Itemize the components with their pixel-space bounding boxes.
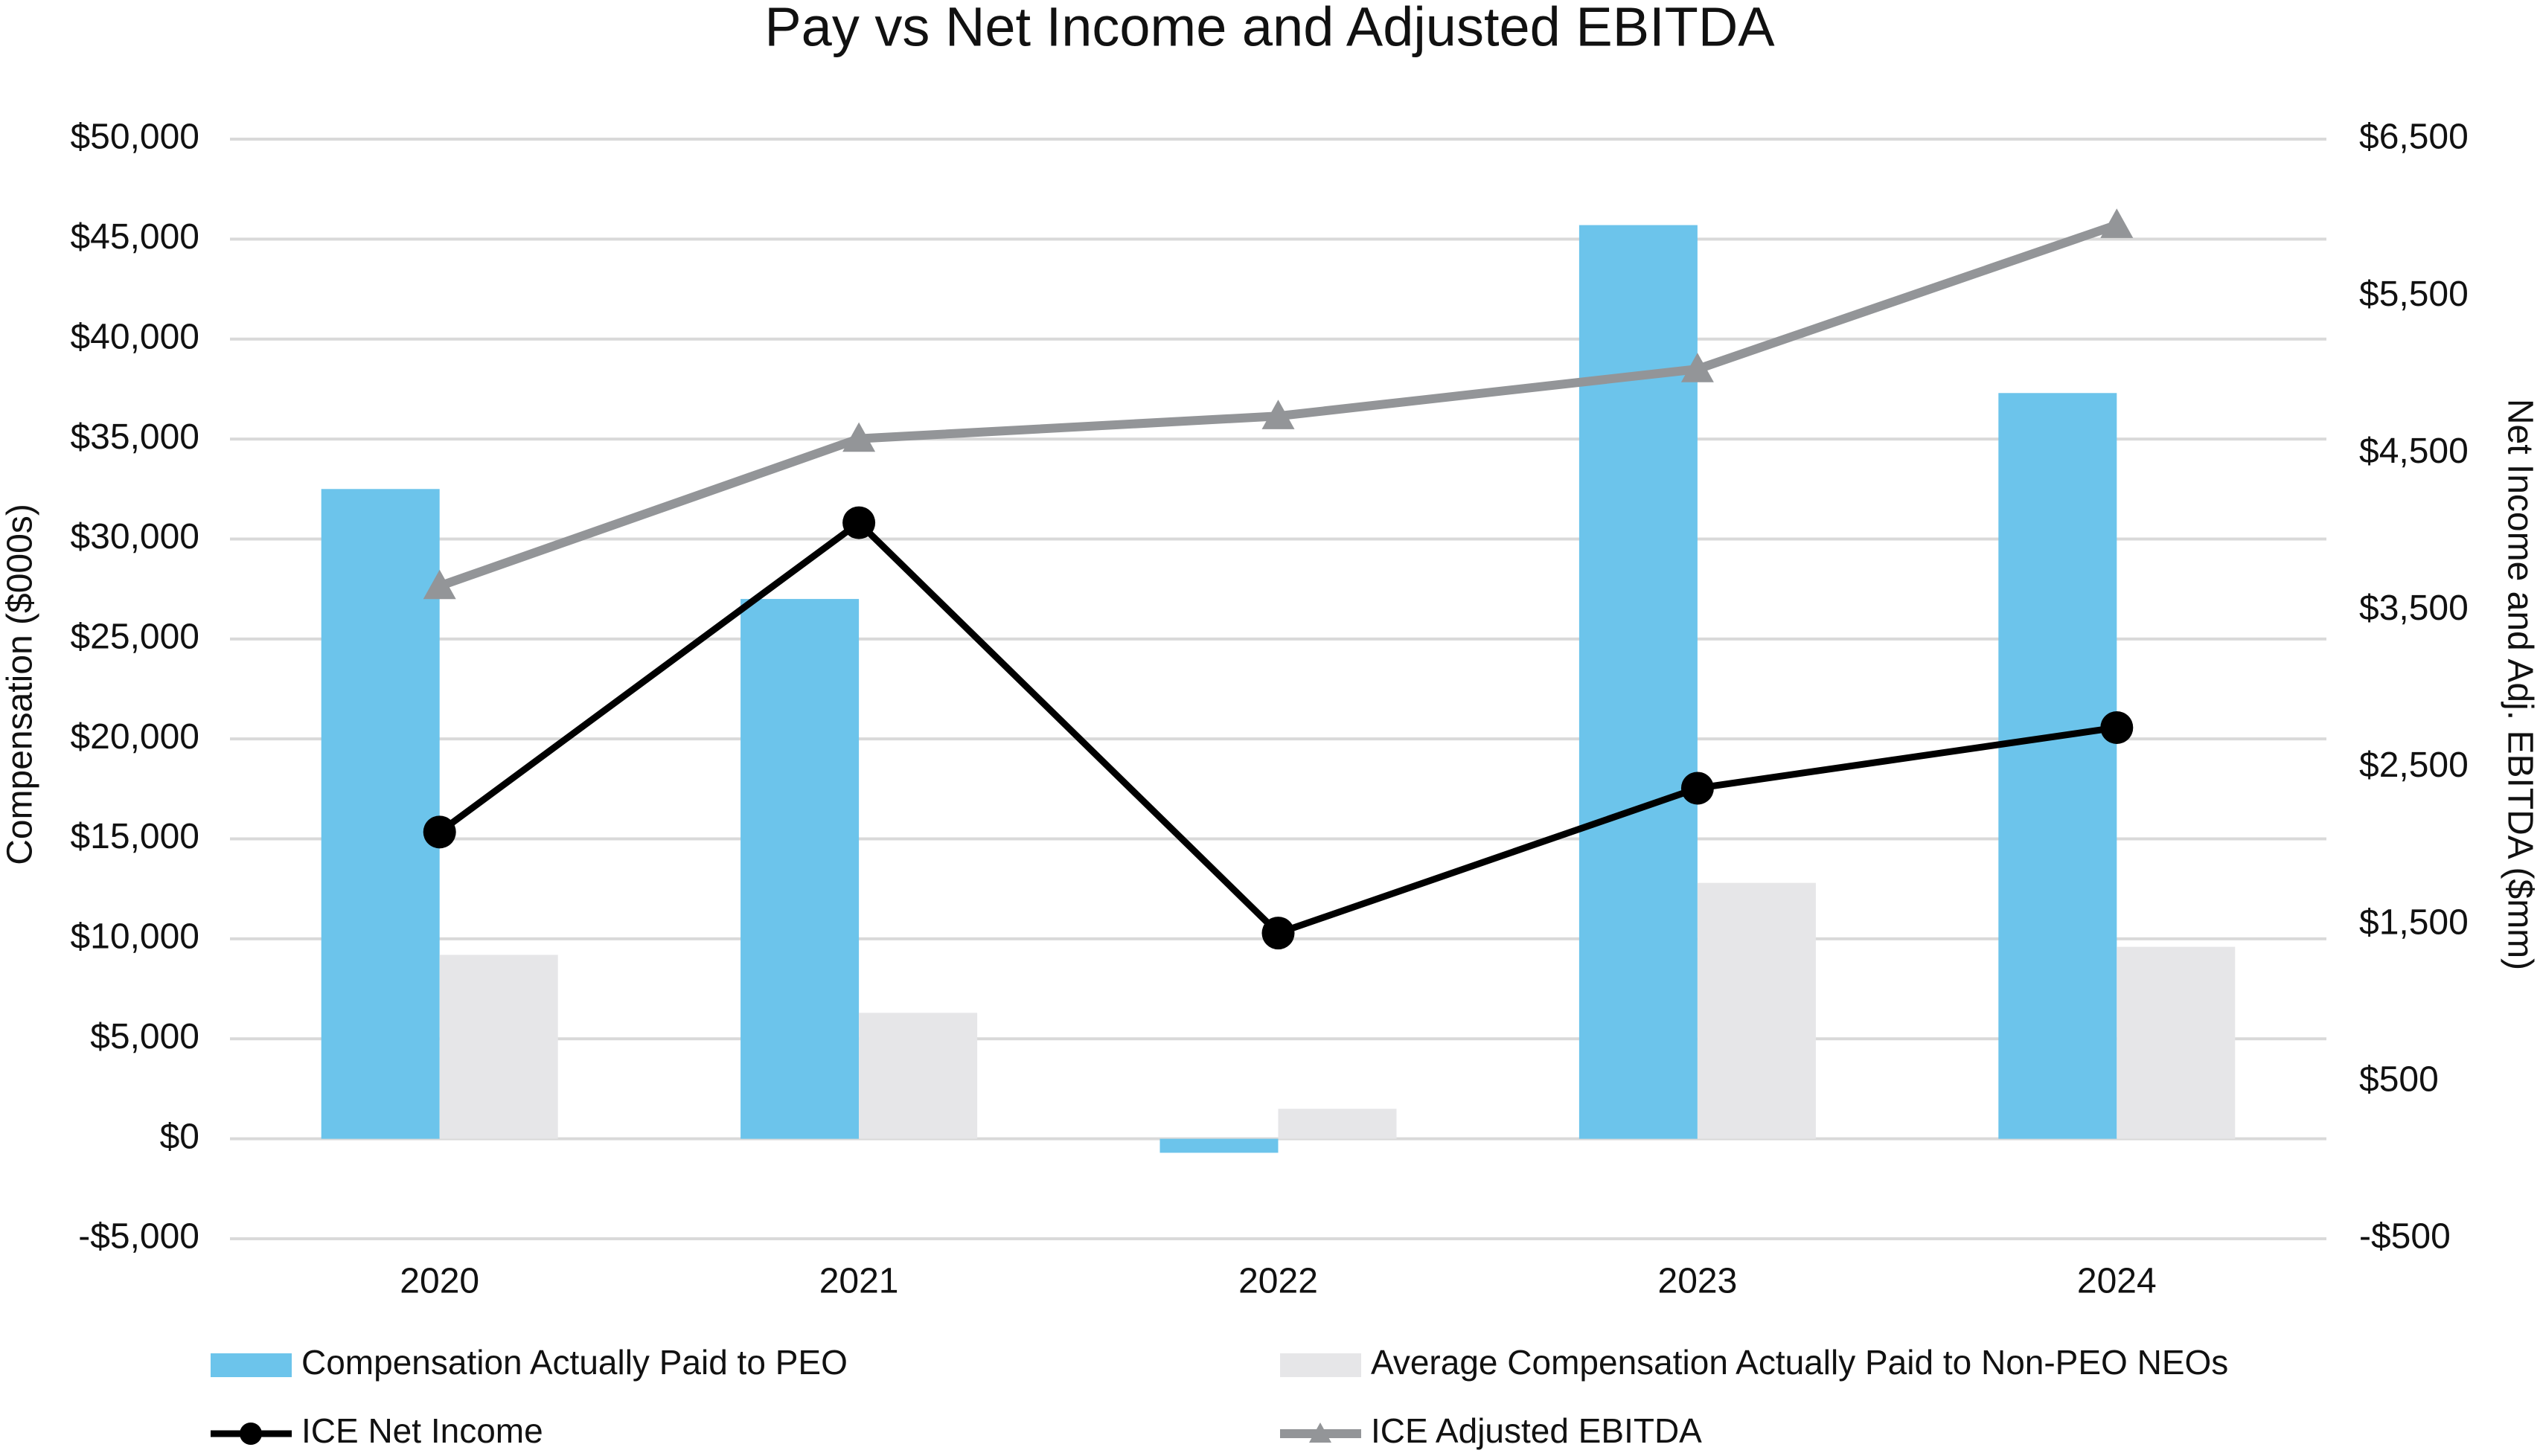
y-axis-title: Compensation ($000s) [1,504,40,865]
marker [842,422,876,452]
marker [1261,917,1295,950]
legend-label: Average Compensation Actually Paid to No… [1371,1343,2228,1382]
y-tick-label: $10,000 [70,917,199,957]
marker [1680,353,1714,382]
line [438,519,2117,937]
y2-tick-label: $500 [2359,1060,2439,1100]
legend-swatch [240,1423,262,1445]
bar [439,955,558,1139]
marker [1680,772,1714,805]
y2-tick-label: -$500 [2359,1217,2451,1257]
bar [740,599,860,1139]
y-tick-label: $35,000 [70,417,199,457]
marker [423,815,456,849]
y-tick-label: $30,000 [70,517,199,557]
chart-title: Pay vs Net Income and Adjusted EBITDA [764,0,1775,58]
marker [423,569,456,600]
y-tick-label: $40,000 [70,317,199,356]
y2-tick-label: $2,500 [2359,745,2469,785]
y2-tick-label: $3,500 [2359,589,2469,628]
legend-swatch [1309,1423,1331,1443]
y2-tick-label: $5,500 [2359,275,2469,314]
bar [1159,1138,1279,1153]
y2-tick-label: $4,500 [2359,432,2469,471]
x-tick-label: 2020 [400,1262,479,1301]
legend-label: Compensation Actually Paid to PEO [301,1343,848,1382]
legend-swatch [1280,1353,1361,1377]
marker [1261,400,1295,429]
x-tick-label: 2022 [1238,1262,1318,1301]
y-tick-label: $20,000 [70,717,199,757]
bar [321,489,440,1139]
y2-tick-label: $6,500 [2359,118,2469,157]
y-tick-label: $50,000 [70,118,199,157]
y2-axis-title: Net Income and Adj. EBITDA ($mm) [2500,399,2539,970]
bar [2117,946,2236,1139]
legend-label: ICE Adjusted EBITDA [1371,1411,1702,1450]
bar [1998,393,2117,1139]
y2-tick-label: $1,500 [2359,902,2469,942]
bar [1278,1109,1397,1139]
y-tick-label: $25,000 [70,617,199,656]
bar [1578,225,1698,1139]
bar [859,1013,978,1139]
y-tick-label: -$5,000 [78,1217,199,1257]
x-tick-label: 2021 [819,1262,899,1301]
x-tick-label: 2024 [2077,1262,2157,1301]
y-tick-label: $45,000 [70,217,199,257]
y-tick-label: $5,000 [90,1017,199,1056]
marker [2100,208,2134,238]
legend-label: ICE Net Income [301,1411,543,1450]
y-tick-label: $15,000 [70,817,199,856]
y-tick-label: $0 [160,1117,199,1156]
legend-swatch [211,1353,292,1377]
marker [842,506,876,539]
marker [2100,711,2134,744]
bar [1697,882,1816,1139]
x-tick-label: 2023 [1658,1262,1738,1301]
